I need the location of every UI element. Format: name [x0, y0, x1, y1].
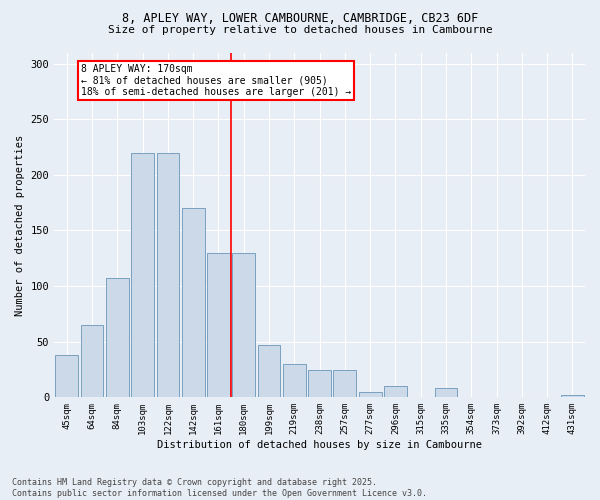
Text: Contains HM Land Registry data © Crown copyright and database right 2025.
Contai: Contains HM Land Registry data © Crown c…	[12, 478, 427, 498]
Bar	[359, 392, 382, 398]
Bar	[131, 152, 154, 398]
Bar	[334, 370, 356, 398]
Bar	[384, 386, 407, 398]
Text: Size of property relative to detached houses in Cambourne: Size of property relative to detached ho…	[107, 25, 493, 35]
Text: 8, APLEY WAY, LOWER CAMBOURNE, CAMBRIDGE, CB23 6DF: 8, APLEY WAY, LOWER CAMBOURNE, CAMBRIDGE…	[122, 12, 478, 26]
Bar	[283, 364, 305, 398]
Bar	[561, 395, 584, 398]
Bar	[157, 152, 179, 398]
Y-axis label: Number of detached properties: Number of detached properties	[15, 134, 25, 316]
X-axis label: Distribution of detached houses by size in Cambourne: Distribution of detached houses by size …	[157, 440, 482, 450]
Bar	[232, 252, 255, 398]
Bar	[81, 325, 103, 398]
Bar	[434, 388, 457, 398]
Bar	[207, 252, 230, 398]
Bar	[308, 370, 331, 398]
Bar	[257, 345, 280, 398]
Bar	[106, 278, 129, 398]
Text: 8 APLEY WAY: 170sqm
← 81% of detached houses are smaller (905)
18% of semi-detac: 8 APLEY WAY: 170sqm ← 81% of detached ho…	[81, 64, 351, 97]
Bar	[182, 208, 205, 398]
Bar	[55, 355, 78, 398]
